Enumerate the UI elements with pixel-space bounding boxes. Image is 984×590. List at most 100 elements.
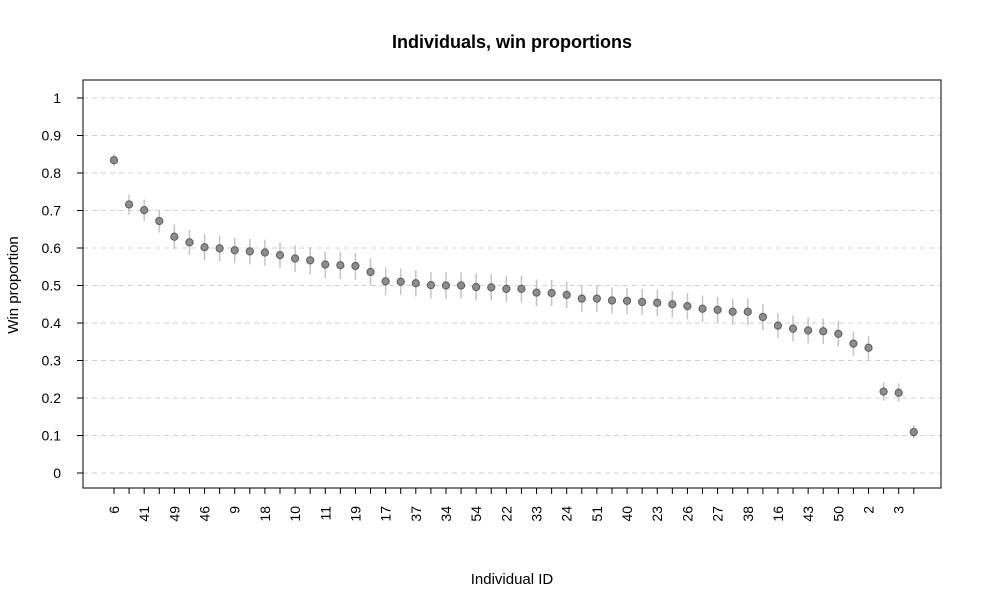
data-point xyxy=(804,326,813,335)
data-point xyxy=(245,247,254,256)
grid-lines xyxy=(83,97,941,474)
error-bars xyxy=(113,153,915,439)
data-point xyxy=(683,302,692,311)
data-point xyxy=(290,254,300,263)
data-point xyxy=(456,281,466,290)
data-point xyxy=(592,294,601,303)
data-point xyxy=(547,288,556,298)
data-point xyxy=(622,296,632,305)
x-tick-label: 34 xyxy=(438,506,454,522)
x-tick-label: 26 xyxy=(679,506,695,522)
x-axis: 6 41 49 46 9 18 10 11 19 17 37 34 54 22 33 24 51 40 23 26 27… xyxy=(106,487,915,522)
data-point xyxy=(653,298,662,307)
data-point xyxy=(155,216,164,226)
data-point xyxy=(864,343,873,352)
y-tick-label: 1 xyxy=(53,90,61,106)
y-axis-label: Win proportion xyxy=(5,236,22,334)
data-point xyxy=(698,304,707,313)
x-tick-label: 23 xyxy=(649,506,665,522)
data-point xyxy=(577,294,586,303)
data-point xyxy=(306,256,315,265)
data-point xyxy=(638,297,647,307)
data-point xyxy=(668,300,677,309)
x-tick-label: 27 xyxy=(710,506,726,522)
y-tick-label: 0.1 xyxy=(42,428,62,444)
data-point xyxy=(336,261,345,270)
data-point xyxy=(788,324,798,333)
data-point xyxy=(260,248,269,257)
x-tick-label: 37 xyxy=(408,506,424,522)
data-point xyxy=(411,279,420,288)
data-point xyxy=(834,329,843,338)
data-point xyxy=(185,238,194,247)
data-point xyxy=(426,281,435,290)
y-tick-label: 0.9 xyxy=(42,128,62,144)
data-point xyxy=(140,206,149,215)
x-tick-label: 18 xyxy=(257,506,273,522)
x-tick-label: 46 xyxy=(197,506,213,522)
y-tick-label: 0.6 xyxy=(42,240,62,256)
data-point xyxy=(351,261,360,271)
data-point xyxy=(607,296,617,305)
data-point xyxy=(562,290,571,299)
data-point xyxy=(487,283,496,292)
data-point xyxy=(230,246,239,255)
x-tick-label: 10 xyxy=(287,506,303,522)
data-points xyxy=(109,156,918,437)
data-point xyxy=(773,321,783,330)
data-point xyxy=(502,284,511,293)
data-point xyxy=(728,307,737,316)
y-tick-label: 0.4 xyxy=(42,315,62,331)
data-point xyxy=(275,251,285,260)
y-tick-label: 0.2 xyxy=(42,390,62,406)
y-tick-label: 0.3 xyxy=(42,353,62,369)
data-point xyxy=(170,232,179,241)
x-tick-label: 24 xyxy=(559,506,575,522)
x-tick-label: 17 xyxy=(378,506,394,522)
y-axis: 0 0.1 0.2 0.3 0.4 0.5 0.6 0.7 0.8 0.9 1 xyxy=(42,90,83,481)
data-point xyxy=(366,267,375,277)
x-tick-label: 54 xyxy=(468,506,484,522)
data-point xyxy=(743,307,752,316)
y-tick-label: 0 xyxy=(53,465,61,481)
data-point xyxy=(517,284,526,293)
data-point xyxy=(758,312,767,322)
y-tick-label: 0.7 xyxy=(42,203,62,219)
x-tick-label: 38 xyxy=(740,506,756,522)
data-point xyxy=(321,260,330,269)
x-tick-label: 2 xyxy=(861,506,877,514)
x-tick-label: 19 xyxy=(347,506,363,522)
x-tick-label: 11 xyxy=(317,506,333,521)
x-tick-label: 43 xyxy=(800,506,816,522)
chart-title: Individuals, win proportions xyxy=(392,32,632,52)
data-point xyxy=(472,282,481,292)
data-point xyxy=(215,244,224,253)
data-point xyxy=(819,327,828,336)
data-point xyxy=(879,387,888,396)
x-tick-label: 40 xyxy=(619,506,635,522)
data-point xyxy=(109,156,119,165)
plot-frame xyxy=(82,79,942,489)
data-point xyxy=(713,305,722,314)
x-tick-label: 22 xyxy=(498,506,514,522)
x-tick-label: 51 xyxy=(589,506,605,522)
data-point xyxy=(200,243,209,252)
x-axis-label: Individual ID xyxy=(471,571,554,588)
x-tick-label: 6 xyxy=(106,506,122,514)
x-tick-label: 16 xyxy=(770,506,786,522)
x-tick-label: 9 xyxy=(227,506,243,514)
data-point xyxy=(849,339,858,348)
x-tick-label: 50 xyxy=(830,506,846,522)
x-tick-label: 49 xyxy=(166,506,182,522)
data-point xyxy=(894,388,903,397)
data-point xyxy=(396,277,405,286)
x-tick-label: 3 xyxy=(891,506,907,514)
data-point xyxy=(532,288,541,297)
y-tick-label: 0.5 xyxy=(42,278,62,294)
data-point xyxy=(441,281,451,290)
data-point xyxy=(909,428,918,437)
y-tick-label: 0.8 xyxy=(42,165,62,181)
data-point xyxy=(124,200,134,209)
x-tick-label: 33 xyxy=(529,506,545,522)
